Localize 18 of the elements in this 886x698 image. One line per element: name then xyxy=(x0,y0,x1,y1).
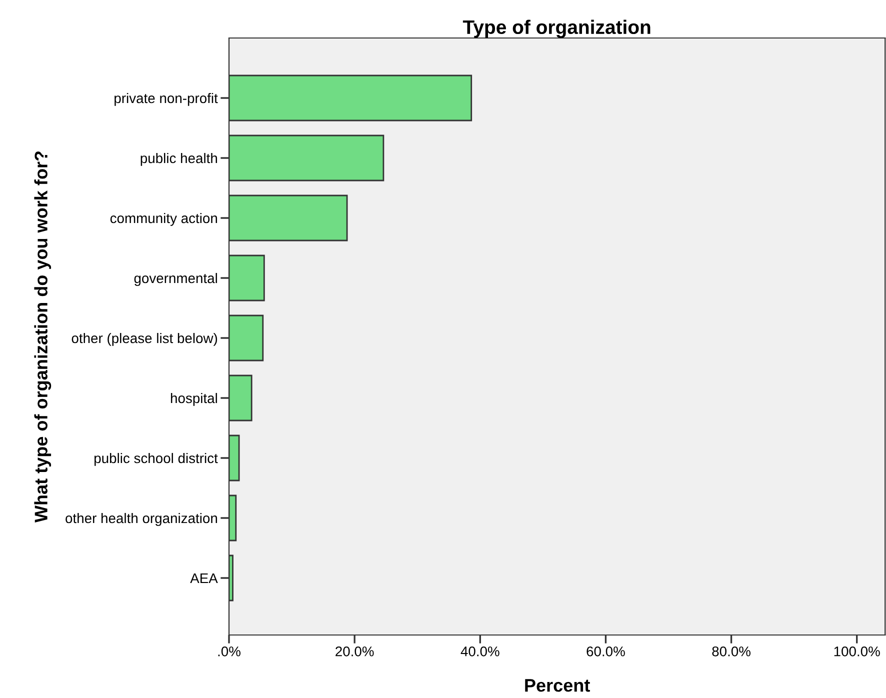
y-tick-label: public school district xyxy=(94,452,218,466)
y-tick-label: AEA xyxy=(190,573,218,584)
x-tick-label: .0% xyxy=(218,646,240,656)
y-tick-label: governmental xyxy=(134,272,217,286)
y-axis-title: What type of organization do you work for? xyxy=(34,151,52,523)
y-tick-label: other health organization xyxy=(66,512,217,526)
y-tick-label: hospital xyxy=(170,392,217,406)
y-tick-label: private non-profit xyxy=(114,92,218,106)
x-tick-label: 20.0% xyxy=(336,646,374,656)
y-tick-label: other (please list below) xyxy=(72,332,218,346)
chart-title: Type of organization xyxy=(462,20,650,38)
x-tick-label: 60.0% xyxy=(586,646,625,656)
x-tick-label: 100.0% xyxy=(834,646,880,656)
x-axis-title: Percent xyxy=(525,679,590,692)
x-tick-label: 80.0% xyxy=(712,646,750,656)
y-tick-label: public health xyxy=(140,152,217,166)
y-tick-label: community action xyxy=(110,212,217,226)
x-tick-label: 40.0% xyxy=(460,646,500,656)
